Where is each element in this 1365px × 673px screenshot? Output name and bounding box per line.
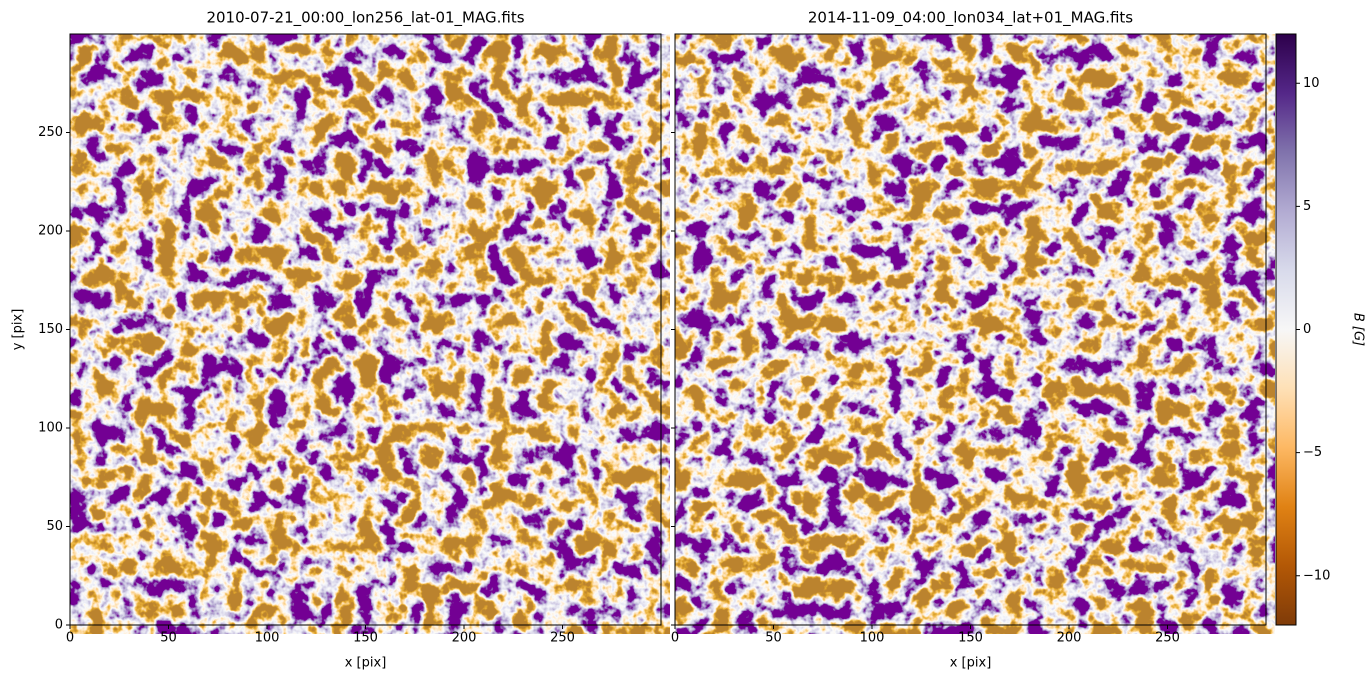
y-tick-label: 200: [38, 224, 63, 239]
colorbar-tick-label: 5: [1303, 199, 1311, 214]
colorbar-tick-label: −5: [1303, 445, 1322, 460]
y-tick-label: 50: [46, 519, 63, 534]
y-tick-label: 100: [38, 421, 63, 436]
x-tick-label: 150: [958, 631, 983, 646]
colorbar-label: B [G]: [1351, 313, 1365, 346]
x-tick-label: 250: [550, 631, 575, 646]
heatmap-image: [70, 34, 661, 625]
x-tick-label: 50: [765, 631, 782, 646]
x-tick-label: 200: [452, 631, 477, 646]
y-axis-label: y [pix]: [11, 309, 26, 351]
plot-title: 2010-07-21_00:00_lon256_lat-01_MAG.fits: [206, 9, 524, 28]
y-tick-label: 150: [38, 322, 63, 337]
colorbar: [1275, 33, 1297, 626]
colorbar-tick-label: −10: [1303, 568, 1330, 583]
x-tick-label: 100: [255, 631, 280, 646]
x-tick-label: 250: [1155, 631, 1180, 646]
y-tick-label: 0: [55, 618, 63, 633]
colorbar-tick-label: 0: [1303, 322, 1311, 337]
x-tick-label: 200: [1057, 631, 1082, 646]
x-tick-label: 0: [66, 631, 74, 646]
heatmap-image: [675, 34, 1266, 625]
colorbar-tick-label: 10: [1303, 76, 1320, 91]
x-axis-label: x [pix]: [345, 656, 387, 671]
x-tick-label: 150: [353, 631, 378, 646]
x-tick-label: 100: [860, 631, 885, 646]
x-tick-label: 50: [160, 631, 177, 646]
y-tick-label: 250: [38, 125, 63, 140]
x-axis-label: x [pix]: [950, 656, 992, 671]
x-tick-label: 0: [671, 631, 679, 646]
plot-title: 2014-11-09_04:00_lon034_lat+01_MAG.fits: [808, 9, 1133, 28]
